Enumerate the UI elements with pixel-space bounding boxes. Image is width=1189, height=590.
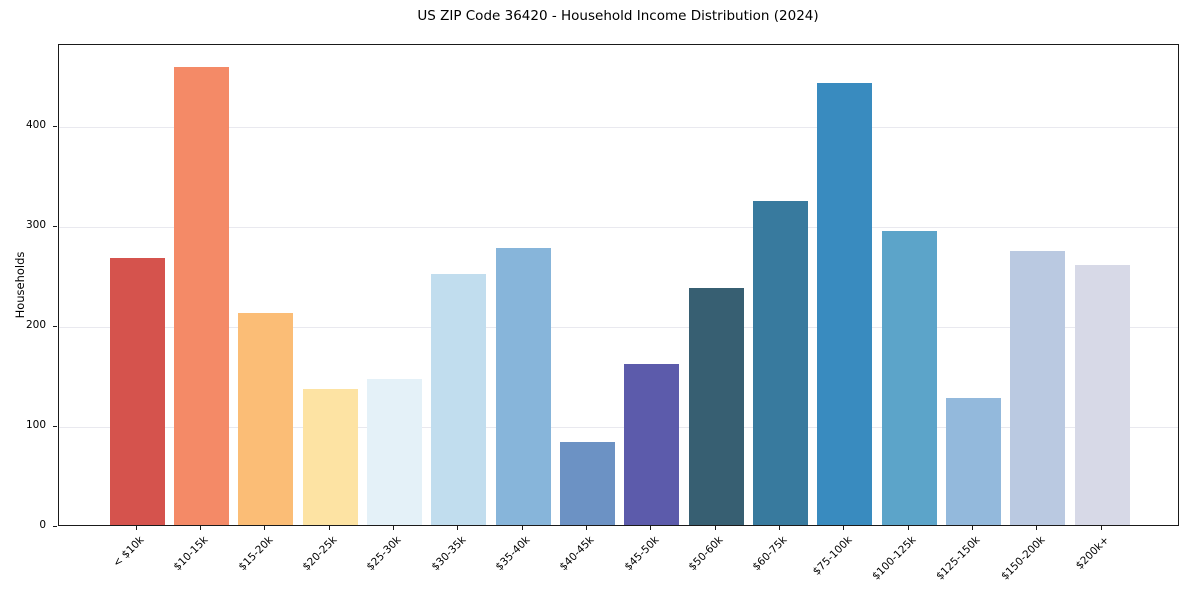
- bar--45-50k: [624, 364, 680, 525]
- bar--200k+: [1074, 265, 1130, 525]
- bar--150-200k: [1010, 251, 1066, 525]
- bar--75-100k: [817, 83, 873, 525]
- bar--10-15k: [173, 67, 229, 525]
- bar--30-35k: [431, 274, 487, 525]
- bar--40-45k: [559, 442, 615, 525]
- x-tick-mark-9: [650, 526, 652, 530]
- x-tick-mark-4: [328, 526, 330, 530]
- y-tick-mark-300: [53, 225, 57, 227]
- x-tick-mark-7: [521, 526, 523, 530]
- bar--35-40k: [495, 248, 551, 525]
- gridline-100: [59, 427, 1178, 428]
- x-tick-mark-11: [778, 526, 780, 530]
- y-tick-mark-100: [53, 425, 57, 427]
- x-tick-mark-16: [1100, 526, 1102, 530]
- bar--20-25k: [302, 389, 358, 525]
- bar--125-150k: [945, 398, 1001, 525]
- x-tick-mark-10: [714, 526, 716, 530]
- y-tick-label-400: 400: [25, 119, 46, 131]
- y-tick-label-0: 0: [39, 519, 46, 531]
- x-tick-mark-8: [585, 526, 587, 530]
- x-tick-mark-1: [135, 526, 137, 530]
- x-tick-label-1: < $10k: [110, 534, 147, 570]
- bar--50-60k: [688, 288, 744, 525]
- plot-area: [58, 44, 1179, 526]
- bar--100-125k: [881, 231, 937, 525]
- x-tick-mark-13: [907, 526, 909, 530]
- x-tick-mark-15: [1036, 526, 1038, 530]
- y-tick-mark-200: [53, 325, 57, 327]
- x-tick-mark-6: [457, 526, 459, 530]
- chart-title: US ZIP Code 36420 - Household Income Dis…: [417, 8, 819, 24]
- gridline-200: [59, 327, 1178, 328]
- x-tick-mark-12: [843, 526, 845, 530]
- bar--60-75k: [752, 201, 808, 525]
- x-tick-mark-5: [392, 526, 394, 530]
- x-tick-mark-3: [264, 526, 266, 530]
- gridline-400: [59, 127, 1178, 128]
- y-tick-mark-0: [53, 525, 57, 527]
- bar--15-20k: [238, 313, 294, 525]
- bar--25-30k: [366, 379, 422, 525]
- x-tick-mark-14: [971, 526, 973, 530]
- y-tick-label-300: 300: [25, 219, 46, 231]
- y-tick-label-200: 200: [25, 319, 46, 331]
- y-tick-label-100: 100: [25, 419, 46, 431]
- x-tick-mark-2: [199, 526, 201, 530]
- y-axis-label: Households: [13, 251, 27, 319]
- y-tick-mark-400: [53, 125, 57, 127]
- gridline-300: [59, 227, 1178, 228]
- bar--10k: [109, 258, 165, 525]
